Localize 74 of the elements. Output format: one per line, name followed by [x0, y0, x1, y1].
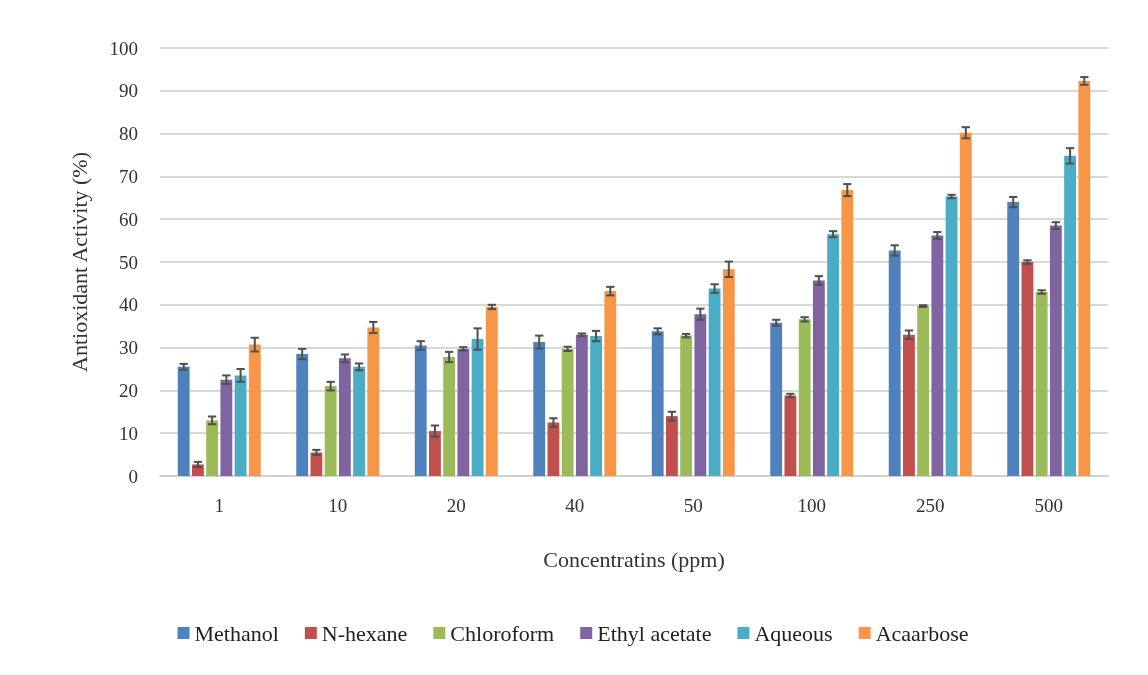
bar: [604, 291, 617, 476]
bar: [353, 366, 366, 476]
y-tick-label: 80: [119, 123, 138, 145]
y-tick-label: 40: [119, 294, 138, 316]
bar: [220, 379, 233, 476]
legend-label: N-hexane: [321, 620, 408, 646]
legend-label: Aqueous: [754, 620, 833, 646]
bar: [234, 375, 247, 476]
legend-label: Methanol: [194, 620, 279, 646]
bar: [429, 431, 441, 476]
x-tick-label: 1: [214, 495, 224, 516]
bar: [296, 354, 309, 476]
x-tick-label: 20: [446, 495, 466, 516]
y-tick-label: 30: [119, 337, 138, 359]
x-tick-label: 500: [1034, 495, 1063, 516]
bar: [841, 190, 854, 476]
bar: [338, 358, 351, 476]
legend-label: Acaarbose: [875, 620, 969, 646]
bar: [827, 234, 840, 476]
bar: [784, 395, 797, 476]
y-tick-label: 100: [109, 37, 138, 59]
y-tick-label: 10: [119, 422, 138, 444]
x-tick-label: 40: [565, 495, 585, 516]
bar: [206, 420, 219, 476]
bar: [485, 306, 498, 476]
bar: [248, 344, 261, 476]
legend-label: Chloroform: [450, 620, 555, 646]
x-tick-label: 100: [797, 495, 826, 516]
bar: [917, 306, 930, 476]
bar: [666, 416, 678, 476]
bar: [1064, 155, 1076, 476]
bar: [1007, 202, 1020, 476]
bar: [177, 366, 190, 476]
bar: [1035, 291, 1048, 476]
bar: [547, 422, 560, 476]
bar: [708, 288, 721, 476]
x-tick-label: 10: [328, 495, 348, 516]
y-axis-title: Antioxidant Activity (%): [66, 152, 92, 372]
y-tick-label: 90: [119, 80, 138, 102]
bar: [575, 334, 588, 476]
bar: [1021, 262, 1034, 476]
bar: [680, 335, 693, 476]
bar: [590, 336, 603, 476]
bar: [888, 250, 901, 476]
bar: [903, 334, 915, 476]
bar: [945, 196, 958, 476]
legend-label: Ethyl acetate: [597, 620, 712, 646]
y-tick-label: 0: [128, 465, 138, 487]
bar: [798, 319, 811, 476]
y-tick-label: 50: [119, 251, 138, 273]
bar: [931, 235, 944, 476]
bar: [694, 314, 707, 476]
bar: [1078, 80, 1091, 476]
bar: [533, 342, 546, 476]
y-tick-label: 20: [119, 379, 138, 401]
y-tick-label: 70: [119, 165, 138, 187]
bar: [561, 348, 574, 476]
x-tick-label: 250: [916, 495, 945, 516]
bar: [367, 327, 380, 476]
bar: [722, 269, 735, 476]
bar: [959, 132, 972, 476]
bar: [414, 345, 427, 476]
bar: [310, 452, 323, 476]
bar: [651, 331, 664, 476]
bar: [1049, 225, 1062, 476]
x-axis-title: Concentratins (ppm): [543, 546, 725, 572]
bar: [770, 322, 783, 476]
bar: [812, 280, 825, 476]
bar: [471, 339, 484, 476]
bar: [443, 357, 456, 476]
bar: [324, 386, 337, 476]
y-tick-label: 60: [119, 208, 138, 230]
bar: [457, 348, 470, 476]
x-tick-label: 50: [683, 495, 703, 516]
